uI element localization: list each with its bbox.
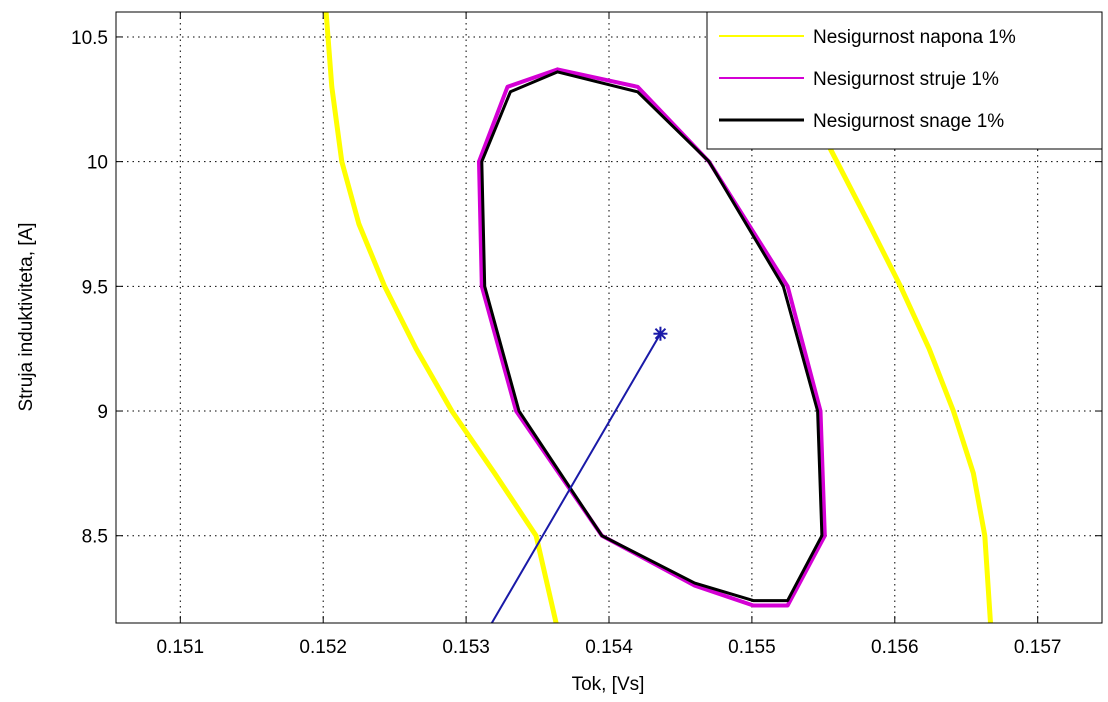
x-tick-label: 0.153 [442, 637, 490, 658]
series-nesigurnost-snage-1-path [480, 70, 824, 603]
series-nesigurnost-napona-1-path [323, 12, 559, 623]
legend-box [706, 11, 1103, 150]
x-tick-label: 0.152 [299, 637, 347, 658]
series-nesigurnost-napona-1-path [828, 146, 993, 623]
x-tick-label: 0.157 [1014, 637, 1062, 658]
series-marker-star [653, 326, 668, 341]
legend: Nesigurnost napona 1% Nesigurnost struje … [706, 11, 1103, 150]
y-tick-label: 9.5 [82, 277, 108, 298]
y-tick-label: 8.5 [82, 527, 108, 548]
legend-label: Nesigurnost struje 1% [813, 69, 999, 90]
y-tick-label: 10 [87, 153, 108, 174]
x-tick-label: 0.151 [157, 637, 205, 658]
x-axis-label: Tok, [Vs] [572, 674, 645, 695]
star-stroke [654, 328, 667, 340]
x-tick-label: 0.154 [585, 637, 633, 658]
legend-label: Nesigurnost napona 1% [813, 27, 1016, 48]
y-tick-label: 9 [97, 402, 108, 423]
series-layer [323, 12, 993, 623]
y-tick-label: 10.5 [71, 28, 108, 49]
series-line-3-path [490, 332, 662, 623]
y-axis-label: Struja induktiviteta, [A] [16, 222, 37, 411]
x-tick-label: 0.156 [871, 637, 919, 658]
legend-label: Nesigurnost snage 1% [813, 111, 1004, 132]
ticks: 0.151 0.152 0.153 0.154 0.155 0.156 0.157 8.5 9 9… [71, 12, 1102, 658]
x-tick-label: 0.155 [728, 637, 776, 658]
